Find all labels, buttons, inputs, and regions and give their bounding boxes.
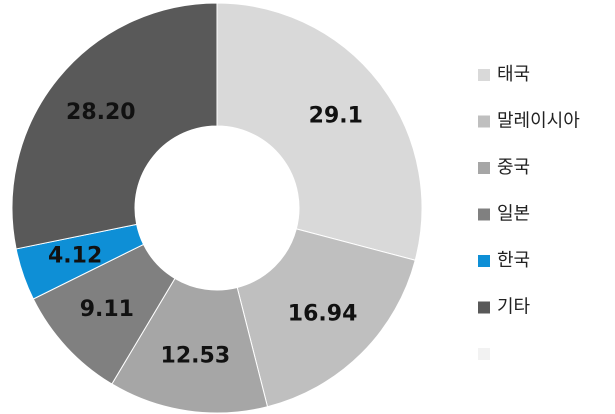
legend-label: 한국 [497, 250, 530, 271]
legend-label: 기타 [497, 297, 531, 318]
legend-swatch [478, 301, 490, 314]
legend-swatch [478, 208, 490, 221]
legend-label: 일본 [497, 204, 530, 225]
slice [236, 228, 416, 408]
value-label: 16.94 [288, 302, 358, 327]
slice [11, 2, 218, 250]
value-label: 28.20 [66, 100, 136, 125]
legend-label: 태국 [497, 64, 530, 85]
slice [111, 277, 269, 414]
slice [216, 2, 423, 261]
legend-swatch [478, 255, 490, 267]
legend-swatch [478, 69, 490, 81]
legend-swatch [478, 348, 490, 360]
value-label: 29.1 [309, 103, 363, 128]
value-label: 4.12 [48, 244, 102, 269]
value-label: 12.53 [161, 343, 231, 368]
legend-label: 말레이시아 [497, 111, 580, 132]
legend-swatch [478, 115, 490, 128]
legend-label: 중국 [497, 157, 530, 178]
legend-swatch [478, 162, 490, 174]
value-label: 9.11 [80, 297, 134, 322]
